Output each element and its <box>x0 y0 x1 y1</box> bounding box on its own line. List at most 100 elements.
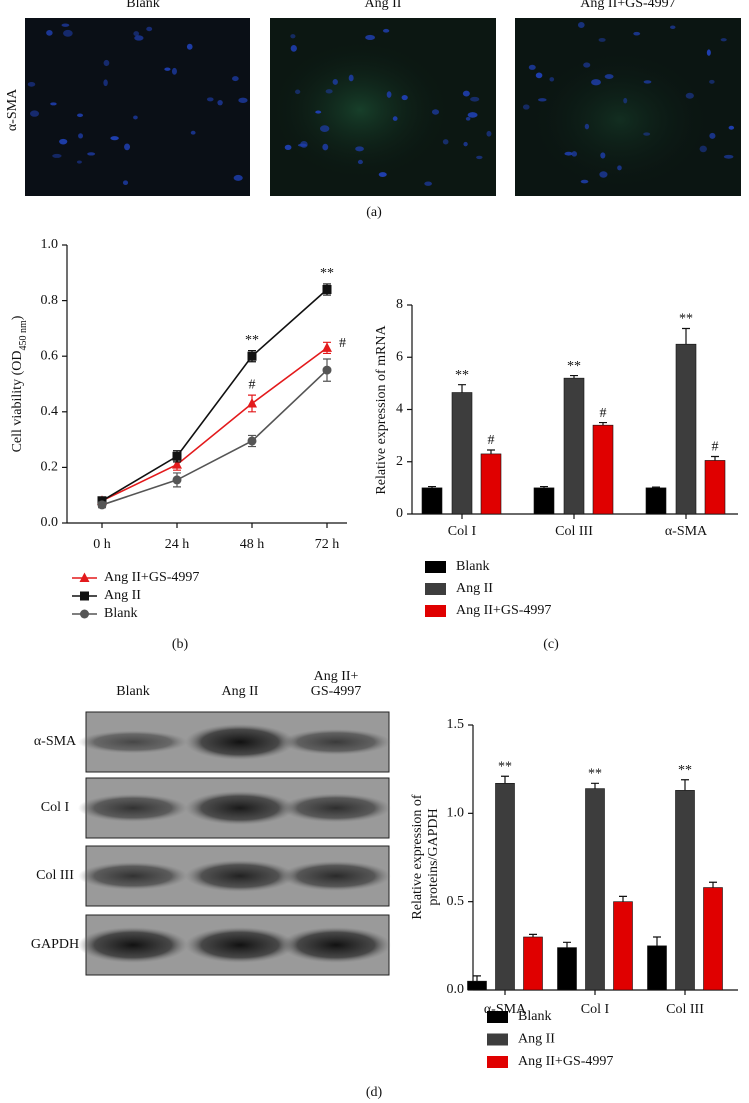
x-tick-label: α-SMA <box>665 524 708 539</box>
legend-label: Ang II+GS-4997 <box>456 603 551 618</box>
nucleus <box>564 151 573 156</box>
band <box>185 927 295 963</box>
nucleus <box>623 97 628 104</box>
band <box>281 793 391 823</box>
nucleus <box>190 130 196 135</box>
bar <box>523 936 543 991</box>
nucleus <box>424 181 432 186</box>
nucleus <box>63 29 73 37</box>
band <box>281 927 391 963</box>
row-label: α-SMA <box>34 734 77 749</box>
nucleus <box>124 143 131 151</box>
nucleus <box>357 159 363 165</box>
nucleus <box>206 97 214 102</box>
band <box>78 794 188 822</box>
nucleus <box>528 64 536 70</box>
bar <box>563 377 585 515</box>
annotation: ** <box>245 333 259 348</box>
legend-swatch <box>487 1056 508 1068</box>
error-bar <box>682 327 690 345</box>
legend-label: Blank <box>518 1009 551 1024</box>
nucleus <box>386 91 392 98</box>
y-tick-label: 6 <box>396 349 403 364</box>
marker <box>79 572 90 582</box>
band <box>281 861 391 891</box>
annotation: # <box>249 377 256 392</box>
error-bar <box>711 455 719 461</box>
annotation: ** <box>678 763 692 778</box>
y-tick-label: 0.2 <box>41 460 59 475</box>
bar <box>703 887 723 991</box>
nucleus <box>670 25 676 29</box>
annotation: ** <box>679 312 693 327</box>
error-bar <box>570 374 578 379</box>
annotation: ** <box>567 359 581 374</box>
x-tick-label: Col I <box>448 524 477 539</box>
column-label: GS-4997 <box>311 684 362 699</box>
nucleus <box>87 152 96 156</box>
error-bar <box>458 384 466 393</box>
micrographs <box>25 18 741 196</box>
series-line <box>101 288 328 502</box>
nucleus <box>522 104 530 110</box>
nucleus <box>467 112 478 118</box>
nucleus <box>706 49 711 56</box>
y-tick-label: 0.6 <box>41 348 59 363</box>
nucleus <box>463 141 468 147</box>
nucleus <box>538 98 547 102</box>
column-label: Ang II <box>365 0 402 11</box>
annotation: # <box>600 406 607 421</box>
nucleus <box>77 113 83 118</box>
annotation: ** <box>588 767 602 782</box>
caption: (d) <box>366 1085 383 1100</box>
legend-swatch <box>487 1011 508 1023</box>
bar <box>557 947 577 991</box>
nucleus <box>146 26 153 32</box>
nucleus <box>549 77 555 82</box>
bar <box>675 343 697 515</box>
row-label: Col III <box>36 868 74 883</box>
column-label: Ang II <box>222 684 259 699</box>
marker <box>80 609 89 619</box>
nucleus <box>685 92 694 99</box>
bar <box>613 901 633 991</box>
error-bar <box>529 933 537 937</box>
marker <box>247 351 257 361</box>
marker <box>247 397 257 408</box>
nucleus <box>699 145 707 153</box>
bar <box>647 945 667 991</box>
nucleus <box>462 90 470 97</box>
bar <box>533 487 555 515</box>
nucleus <box>164 67 171 71</box>
nucleus <box>431 109 440 115</box>
marker <box>322 284 332 294</box>
band <box>281 729 391 755</box>
nucleus <box>103 59 110 67</box>
column-label: Blank <box>126 0 159 11</box>
bar <box>704 460 726 515</box>
nucleus <box>217 99 223 106</box>
row-label: GAPDH <box>31 937 79 952</box>
nucleus <box>401 94 408 101</box>
nucleus <box>720 38 727 42</box>
error-bar <box>653 936 661 946</box>
y-tick-label: 0.4 <box>41 404 59 419</box>
annotation: # <box>488 433 495 448</box>
y-tick-label: 0 <box>396 506 403 521</box>
y-axis-label-part: Cell viability (OD <box>10 351 25 453</box>
nucleus <box>233 174 243 181</box>
nucleus <box>61 23 70 27</box>
nucleus <box>315 110 322 114</box>
column-label: Ang II+ <box>314 669 359 684</box>
error-bar <box>563 941 571 948</box>
x-tick-label: 48 h <box>240 537 265 552</box>
y-axis-label: proteins/GAPDH <box>426 808 441 905</box>
nucleus <box>728 125 735 130</box>
nucleus <box>30 110 40 117</box>
legend-label: Blank <box>456 559 489 574</box>
nucleus <box>238 97 248 103</box>
error-bar <box>473 975 481 982</box>
band <box>78 927 188 963</box>
bar <box>592 424 614 515</box>
